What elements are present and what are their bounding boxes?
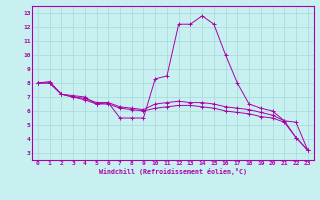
X-axis label: Windchill (Refroidissement éolien,°C): Windchill (Refroidissement éolien,°C) [99,168,247,175]
